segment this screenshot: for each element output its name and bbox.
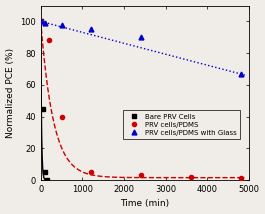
Legend: Bare PRV Cells, PRV cells/PDMS, PRV cells/PDMS with Glass: Bare PRV Cells, PRV cells/PDMS, PRV cell… xyxy=(123,110,240,139)
PRV cells/PDMS xyxy=(139,174,142,177)
PRV cells/PDMS xyxy=(239,176,242,179)
Line: Bare PRV Cells: Bare PRV Cells xyxy=(39,19,49,182)
Bare PRV Cells xyxy=(45,179,48,181)
PRV cells/PDMS xyxy=(89,171,92,173)
PRV cells/PDMS xyxy=(60,115,63,118)
Bare PRV Cells xyxy=(41,107,45,110)
PRV cells/PDMS with Glass xyxy=(239,73,242,75)
Y-axis label: Normalized PCE (%): Normalized PCE (%) xyxy=(6,48,15,138)
Bare PRV Cells xyxy=(43,171,46,173)
Line: PRV cells/PDMS: PRV cells/PDMS xyxy=(39,19,243,180)
Bare PRV Cells xyxy=(39,20,42,23)
PRV cells/PDMS with Glass xyxy=(89,28,92,31)
PRV cells/PDMS with Glass xyxy=(139,36,142,39)
PRV cells/PDMS xyxy=(189,175,192,178)
PRV cells/PDMS xyxy=(39,20,42,23)
PRV cells/PDMS xyxy=(47,39,51,42)
PRV cells/PDMS with Glass xyxy=(39,20,42,23)
PRV cells/PDMS with Glass xyxy=(60,23,63,26)
PRV cells/PDMS with Glass xyxy=(43,22,46,24)
Line: PRV cells/PDMS with Glass: PRV cells/PDMS with Glass xyxy=(38,19,243,76)
X-axis label: Time (min): Time (min) xyxy=(120,199,169,208)
